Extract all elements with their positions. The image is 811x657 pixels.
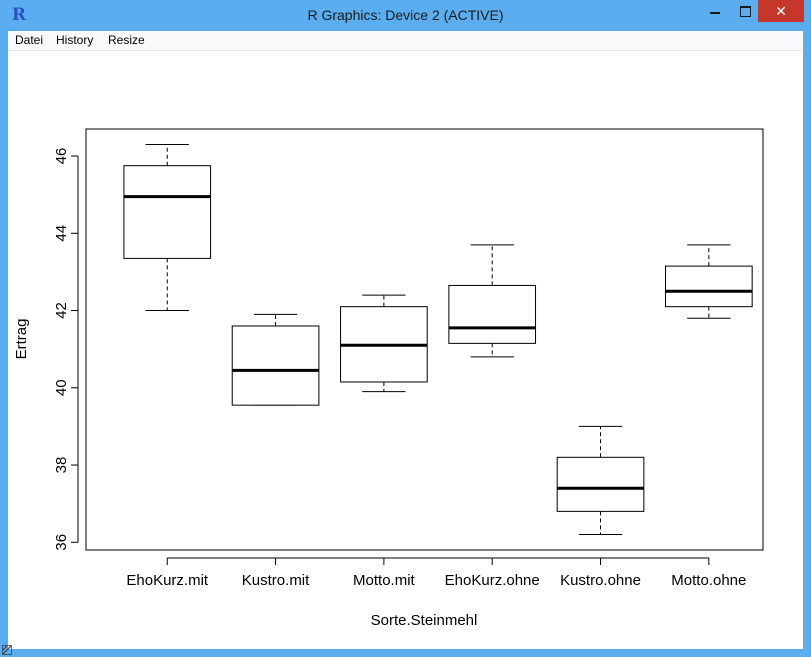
close-icon: ✕ (775, 3, 787, 19)
boxes (123, 143, 753, 536)
x-axis: EhoKurz.mit Kustro.mit Motto.mit EhoKurz.oh… (126, 557, 746, 589)
box-EhoKurz.ohne (448, 244, 537, 358)
menu-datei[interactable]: Datei (15, 33, 44, 47)
maximize-icon (739, 6, 751, 17)
x-tick-label: EhoKurz.mit (126, 572, 209, 589)
x-tick-label: Motto.ohne (671, 572, 746, 589)
y-tick-label: 40 (53, 379, 70, 396)
y-tick-label: 42 (53, 302, 70, 319)
plot-frame (85, 128, 764, 551)
maximize-button[interactable] (730, 0, 760, 22)
close-button[interactable]: ✕ (758, 0, 804, 22)
box-Kustro.mit (231, 313, 320, 406)
minimize-button[interactable] (700, 0, 730, 22)
box-Motto.ohne (665, 244, 753, 319)
box-EhoKurz.mit (123, 143, 212, 312)
x-tick-label: Kustro.ohne (560, 572, 641, 589)
box-iqr (448, 284, 537, 344)
y-tick-label: 36 (53, 534, 70, 551)
box-iqr (231, 325, 320, 406)
menu-resize[interactable]: Resize (108, 33, 145, 47)
box-iqr (123, 165, 212, 259)
box-iqr (556, 456, 645, 512)
title-bar[interactable]: R R Graphics: Device 2 (ACTIVE) ✕ (0, 0, 811, 31)
y-tick-label: 44 (53, 225, 70, 242)
x-axis-label: Sorte.Steinmehl (371, 612, 478, 629)
box-Kustro.ohne (556, 425, 645, 536)
minimize-icon (710, 12, 720, 14)
x-tick-label: Kustro.mit (242, 572, 310, 589)
x-tick-label: Motto.mit (353, 572, 416, 589)
plot-area: 36 38 40 42 44 46 EhoKurz.mit Kustro.mit Motto.… (8, 51, 803, 649)
resize-grip-icon[interactable] (2, 645, 12, 655)
box-Motto.mit (340, 294, 428, 393)
client-area: Datei History Resize 36 38 40 42 44 46 EhoKur… (8, 31, 803, 649)
menu-bar: Datei History Resize (8, 31, 803, 51)
x-tick-label: EhoKurz.ohne (445, 572, 540, 589)
menu-history[interactable]: History (56, 33, 94, 47)
window-title: R Graphics: Device 2 (ACTIVE) (307, 7, 504, 23)
boxplot-chart: 36 38 40 42 44 46 EhoKurz.mit Kustro.mit Motto.… (13, 128, 764, 629)
box-iqr (665, 265, 753, 308)
y-axis: 36 38 40 42 44 46 (53, 148, 79, 551)
r-app-icon[interactable]: R (11, 5, 27, 25)
y-tick-label: 38 (53, 457, 70, 474)
y-axis-label: Ertrag (13, 319, 30, 360)
y-tick-label: 46 (53, 148, 70, 165)
